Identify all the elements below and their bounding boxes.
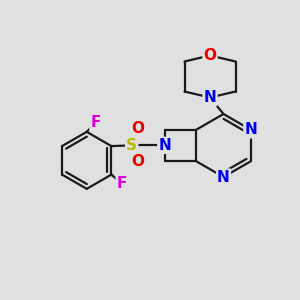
Text: S: S xyxy=(126,138,137,153)
Text: N: N xyxy=(158,138,171,153)
Text: O: O xyxy=(131,154,144,169)
Text: N: N xyxy=(217,169,230,184)
Text: F: F xyxy=(91,115,101,130)
Text: N: N xyxy=(244,122,257,137)
Text: N: N xyxy=(204,90,216,105)
Text: F: F xyxy=(117,176,127,191)
Text: O: O xyxy=(131,121,144,136)
Text: O: O xyxy=(203,48,217,63)
